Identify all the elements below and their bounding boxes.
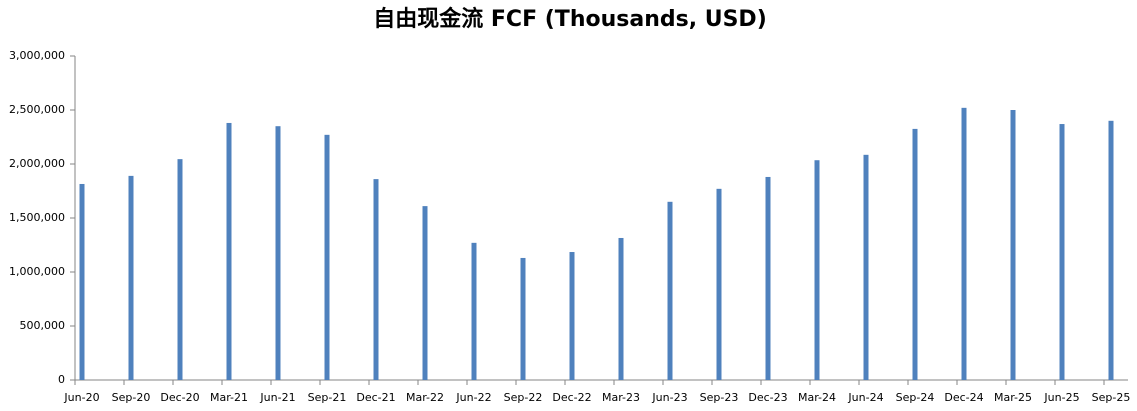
y-tick-label: 2,000,000 [9,157,65,170]
bar [128,175,134,380]
bar [422,206,428,380]
x-tick-label: Jun-20 [63,391,99,404]
x-tick-label: Jun-22 [455,391,491,404]
x-tick-label: Sep-23 [700,391,739,404]
bar [569,252,575,380]
x-tick-label: Mar-22 [406,391,444,404]
x-tick-label: Jun-25 [1043,391,1079,404]
x-tick-label: Jun-24 [847,391,883,404]
bar [667,201,673,380]
x-tick-label: Sep-20 [112,391,151,404]
bar [961,107,967,380]
bar [275,126,281,380]
x-tick-label: Sep-22 [504,391,543,404]
y-tick-label: 2,500,000 [9,103,65,116]
bar [716,188,722,380]
bar [471,242,477,380]
bar [912,128,918,380]
y-tick-label: 1,500,000 [9,211,65,224]
bar [618,237,624,380]
x-tick-label: Jun-21 [259,391,295,404]
x-tick-label: Sep-25 [1092,391,1131,404]
x-tick-label: Mar-24 [798,391,836,404]
bar [1010,110,1016,380]
x-tick-label: Jun-23 [651,391,687,404]
x-tick-label: Sep-21 [308,391,347,404]
bar [1059,124,1065,380]
x-tick-label: Sep-24 [896,391,935,404]
x-tick-label: Dec-21 [356,391,395,404]
x-tick-label: Dec-22 [552,391,591,404]
bar [814,160,820,380]
chart-title: 自由现金流 FCF (Thousands, USD) [373,6,767,32]
y-tick-label: 3,000,000 [9,49,65,62]
bar [324,134,330,380]
bar [520,257,526,380]
bar [863,154,869,380]
bar [226,122,232,381]
bar [765,176,771,380]
x-tick-label: Mar-23 [602,391,640,404]
y-tick-label: 500,000 [20,319,66,332]
bar [1108,120,1114,381]
bar [373,179,379,380]
y-tick-label: 0 [58,373,65,386]
x-tick-label: Dec-23 [748,391,787,404]
bar [79,183,85,380]
y-tick-label: 1,000,000 [9,265,65,278]
x-tick-label: Dec-24 [944,391,983,404]
bar [177,159,183,380]
x-tick-label: Mar-25 [994,391,1032,404]
x-tick-label: Mar-21 [210,391,248,404]
x-tick-label: Dec-20 [160,391,199,404]
